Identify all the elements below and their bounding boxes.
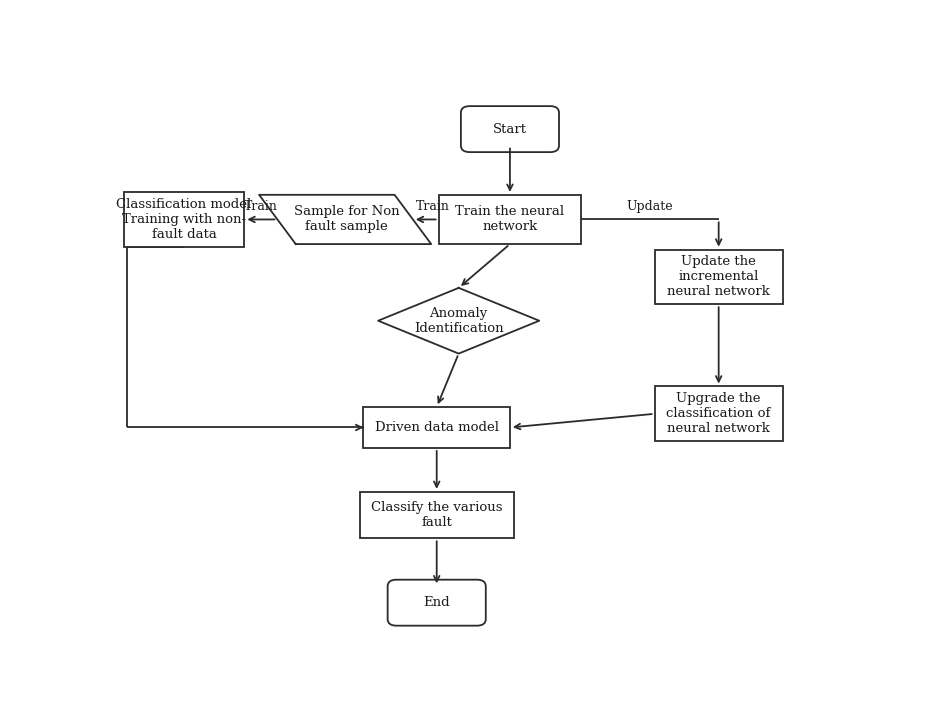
Bar: [654, 250, 782, 304]
Bar: [438, 195, 581, 244]
Bar: [360, 492, 514, 538]
Text: Train: Train: [244, 200, 278, 213]
Polygon shape: [378, 288, 539, 353]
Text: Driven data model: Driven data model: [375, 421, 498, 434]
FancyBboxPatch shape: [387, 579, 485, 626]
Text: Upgrade the
classification of
neural network: Upgrade the classification of neural net…: [666, 392, 770, 435]
Text: Train: Train: [415, 200, 449, 213]
Text: Classification model
Training with non-
fault data: Classification model Training with non- …: [116, 198, 251, 241]
Text: Sample for Non
fault sample: Sample for Non fault sample: [294, 205, 399, 233]
Text: End: End: [423, 597, 449, 609]
Text: Update the
incremental
neural network: Update the incremental neural network: [666, 255, 769, 299]
Bar: [124, 192, 244, 247]
Text: Anomaly
Identification: Anomaly Identification: [413, 306, 503, 335]
Text: Start: Start: [493, 122, 527, 136]
Text: Train the neural
network: Train the neural network: [455, 205, 564, 233]
Text: Classify the various
fault: Classify the various fault: [371, 501, 502, 529]
Bar: [363, 407, 510, 448]
Text: Update: Update: [626, 200, 673, 213]
Bar: [654, 387, 782, 441]
FancyBboxPatch shape: [461, 106, 559, 152]
Polygon shape: [259, 195, 430, 244]
